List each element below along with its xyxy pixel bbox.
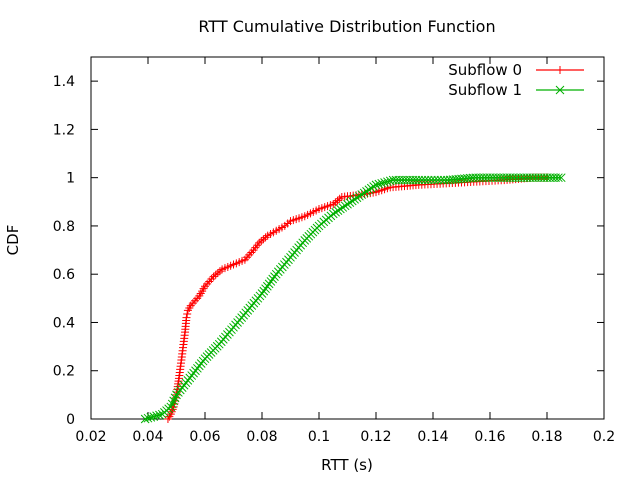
data-point-marker — [383, 177, 392, 187]
x-tick-label: 0.02 — [75, 429, 106, 445]
data-point-marker — [333, 196, 342, 205]
data-point-marker — [146, 413, 156, 422]
data-point-marker — [433, 175, 443, 185]
series-line — [144, 177, 562, 420]
data-point-marker — [338, 203, 348, 212]
legend-label: Subflow 1 — [448, 81, 522, 99]
data-point-marker — [371, 180, 381, 190]
x-tick-label: 0.04 — [132, 429, 163, 445]
data-point-marker — [414, 175, 424, 185]
legend-item: Subflow 0 — [448, 61, 584, 79]
x-tick-label: 0.08 — [246, 429, 277, 445]
data-point-marker — [336, 204, 345, 214]
data-point-marker — [213, 268, 222, 277]
data-point-marker — [366, 183, 376, 193]
data-point-marker — [255, 238, 264, 247]
x-tick-label: 0.12 — [360, 429, 391, 445]
data-point-marker — [143, 413, 153, 423]
data-point-marker — [215, 267, 224, 276]
legend: Subflow 0 Subflow 1 — [448, 61, 584, 99]
data-point-marker — [359, 188, 369, 198]
data-point-marker — [417, 175, 427, 185]
y-tick-label: 0.4 — [53, 315, 75, 331]
data-point-marker — [347, 196, 357, 206]
data-point-marker — [355, 191, 364, 201]
data-point-marker — [257, 237, 266, 246]
data-point-marker — [364, 185, 374, 195]
data-point-marker — [182, 313, 191, 322]
data-point-marker — [374, 179, 384, 189]
legend-label: Subflow 0 — [448, 61, 522, 79]
y-tick-label: 1.2 — [53, 122, 75, 138]
data-point-marker — [166, 402, 176, 412]
x-tick-label: 0.14 — [417, 429, 448, 445]
axis-ticks: 0.02 0.04 0.06 0.08 0.1 0.12 0.14 0.16 0.18 0.2 0 0… — [53, 57, 615, 445]
data-point-marker — [345, 198, 355, 207]
data-point-marker — [380, 178, 389, 187]
plot-border — [90, 56, 605, 420]
y-tick-label: 0.8 — [53, 219, 75, 235]
data-point-marker — [430, 175, 439, 185]
data-point-marker — [420, 175, 430, 185]
y-tick-label: 1 — [66, 171, 75, 187]
data-point-marker — [362, 186, 371, 196]
data-point-marker — [340, 201, 350, 211]
data-point-marker — [377, 178, 387, 188]
data-point-marker — [350, 195, 359, 204]
x-tick-label: 0.2 — [593, 429, 615, 445]
data-point-marker — [183, 310, 192, 319]
x-axis-label: RTT (s) — [321, 456, 373, 474]
data-point-marker — [555, 85, 565, 95]
x-tick-label: 0.06 — [189, 429, 220, 445]
data-point-marker — [427, 175, 436, 185]
data-point-marker — [261, 233, 270, 242]
data-point-marker — [343, 199, 352, 209]
data-point-marker — [333, 206, 343, 216]
data-point-marker — [436, 175, 446, 185]
y-tick-label: 1.4 — [53, 74, 75, 90]
y-axis-label: CDF — [4, 225, 22, 256]
series-0 — [163, 173, 551, 423]
data-point-marker — [209, 272, 218, 281]
series-line — [167, 177, 547, 420]
data-point-marker — [328, 209, 338, 219]
x-tick-label: 0.18 — [531, 429, 562, 445]
chart-title: RTT Cumulative Distribution Function — [198, 17, 495, 36]
data-point-marker — [556, 173, 566, 183]
data-point-marker — [167, 399, 177, 409]
y-tick-label: 0 — [66, 412, 75, 428]
data-point-marker — [140, 414, 150, 424]
data-point-marker — [331, 198, 340, 207]
data-point-marker — [554, 173, 563, 183]
data-point-marker — [352, 193, 362, 203]
series-layer — [140, 173, 566, 424]
y-tick-label: 0.6 — [53, 267, 75, 283]
data-point-marker — [329, 200, 338, 209]
data-point-marker — [335, 194, 344, 203]
data-point-marker — [149, 412, 159, 421]
data-point-marker — [170, 393, 180, 403]
data-point-marker — [259, 235, 268, 244]
data-point-marker — [169, 396, 179, 406]
data-point-marker — [211, 270, 220, 279]
data-point-marker — [155, 410, 164, 420]
data-point-marker — [423, 175, 433, 185]
legend-item: Subflow 1 — [448, 81, 584, 99]
data-point-marker — [152, 411, 161, 421]
data-point-marker — [556, 66, 564, 74]
series-1 — [140, 173, 566, 424]
x-tick-label: 0.1 — [308, 429, 330, 445]
y-tick-label: 0.2 — [53, 364, 75, 380]
data-point-marker — [331, 207, 340, 217]
data-point-marker — [357, 190, 367, 199]
plot-frame — [90, 56, 605, 420]
x-tick-label: 0.16 — [474, 429, 505, 445]
data-point-marker — [369, 182, 378, 191]
